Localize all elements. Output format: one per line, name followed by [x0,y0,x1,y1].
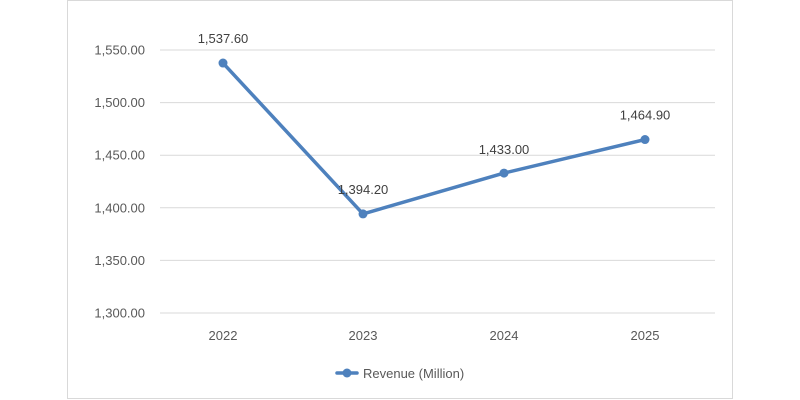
data-point[interactable] [640,135,650,145]
data-label: 1,433.00 [479,142,530,157]
gridlines [160,49,715,314]
chart-area [67,0,733,399]
y-axis: 1,300.00 1,350.00 1,400.00 1,450.00 1,500.00… [94,43,145,321]
y-tick-label: 1,450.00 [94,148,145,163]
y-tick-label: 1,400.00 [94,200,145,215]
data-label: 1,537.60 [198,31,249,46]
legend-label-revenue[interactable]: Revenue (Million) [363,366,464,381]
legend-point-marker [342,368,352,378]
data-labels: 1,537.60 1,394.20 1,433.00 1,464.90 [198,31,671,197]
y-tick-label: 1,350.00 [94,253,145,268]
x-tick-label: 2025 [631,328,660,343]
plot-area [218,58,650,219]
x-axis: 2022 2023 2024 2025 [209,328,660,343]
data-label: 1,464.90 [620,108,671,123]
data-point[interactable] [218,58,228,68]
data-point[interactable] [499,168,509,178]
y-tick-label: 1,500.00 [94,95,145,110]
x-tick-label: 2024 [490,328,519,343]
legend[interactable]: Revenue (Million) [335,366,464,381]
data-label: 1,394.20 [338,182,389,197]
y-tick-label: 1,300.00 [94,306,145,321]
x-tick-label: 2023 [349,328,378,343]
data-point[interactable] [358,209,368,219]
series-line-revenue [221,61,647,216]
x-tick-label: 2022 [209,328,238,343]
y-tick-label: 1,550.00 [94,43,145,58]
